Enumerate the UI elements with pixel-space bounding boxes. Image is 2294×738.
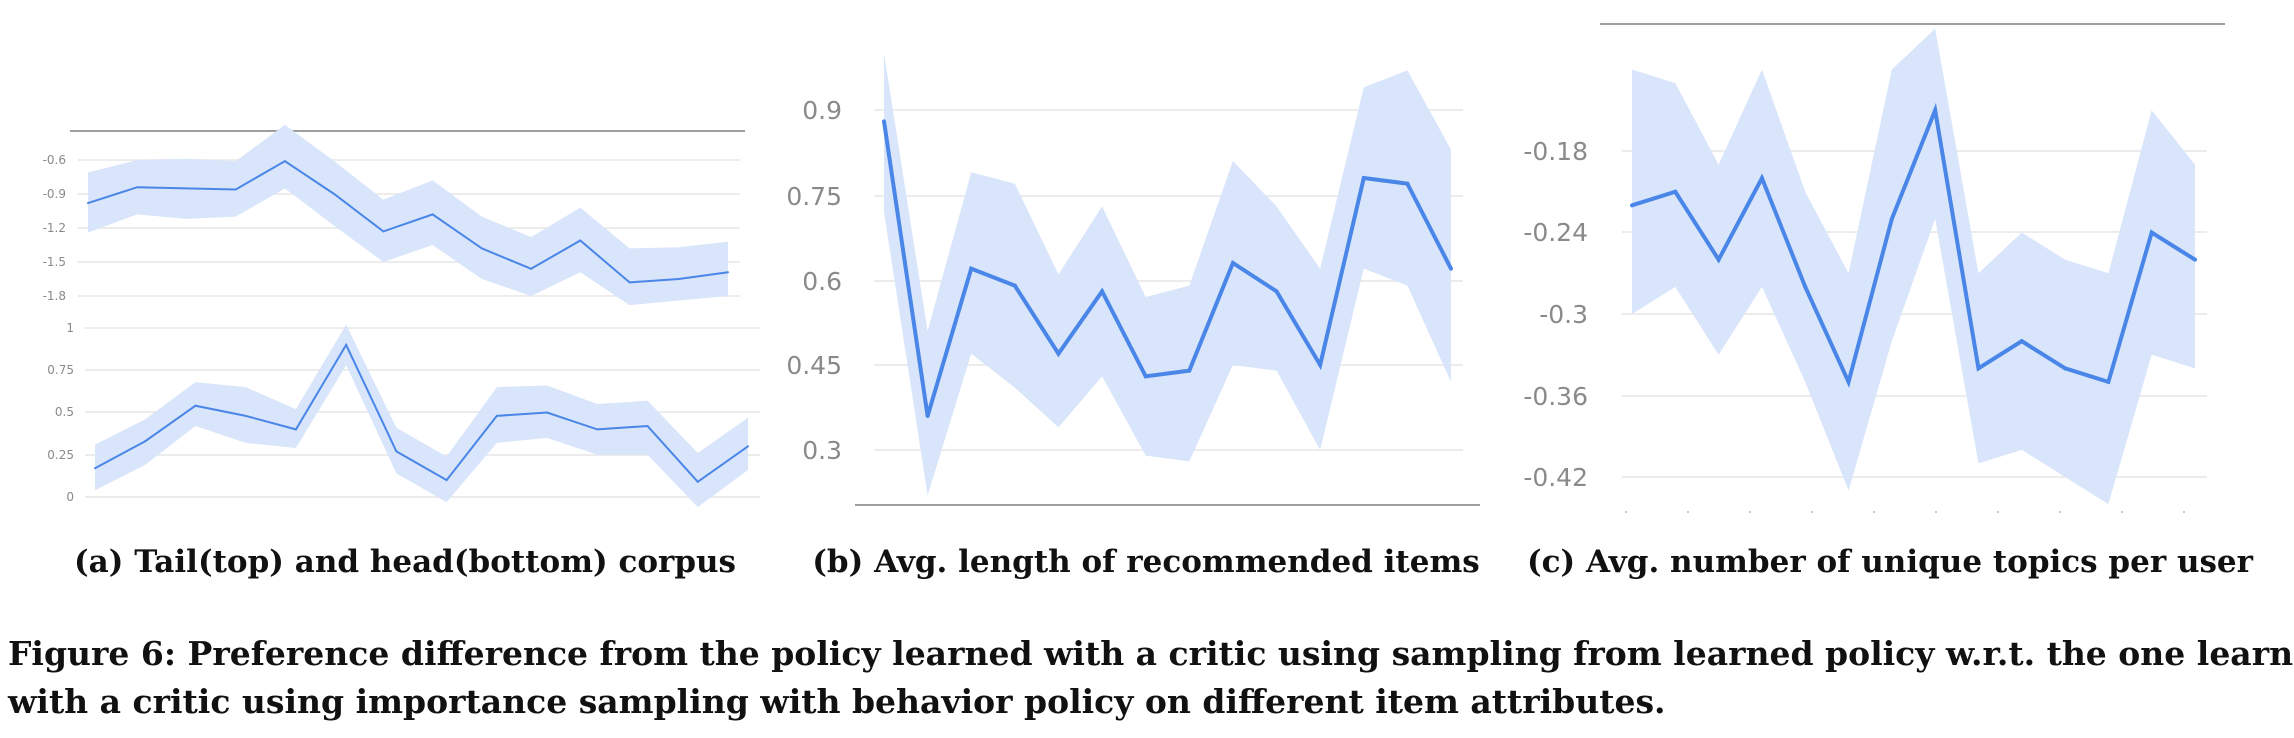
panel-a-bottom: 1 0.75 0.5 0.25 0 — [47, 321, 760, 508]
data-point-c-1 — [1673, 189, 1678, 194]
panel-b-caption: (b) Avg. length of recommended items — [812, 544, 1479, 580]
tick-label-a-bottom-1: 0.75 — [47, 363, 74, 377]
panel-c: -0.18 -0.24 -0.3 -0.36 -0.42 — [1523, 28, 2207, 505]
data-point-a-top-8 — [480, 247, 483, 250]
data-point-c-11 — [2106, 379, 2111, 384]
data-point-a-bottom-6 — [395, 450, 398, 453]
tick-label-a-top-4: -1.8 — [43, 289, 66, 303]
series-line-b — [882, 121, 1453, 417]
data-point-b-2 — [969, 266, 974, 271]
data-point-a-top-4 — [283, 160, 286, 163]
data-point-a-top-0 — [87, 202, 89, 205]
tick-label-c-3: -0.36 — [1523, 382, 1588, 411]
data-point-c-5 — [1846, 379, 1851, 384]
tick-label-b-2: 0.6 — [802, 267, 842, 296]
data-point-a-bottom-2 — [194, 404, 197, 407]
data-point-b-5 — [1100, 289, 1105, 294]
data-point-a-bottom-11 — [646, 425, 649, 428]
tick-label-b-4: 0.3 — [802, 436, 842, 465]
data-point-b-1 — [925, 414, 930, 418]
series-line-a-top — [87, 159, 729, 284]
data-point-a-bottom-1 — [144, 440, 147, 443]
tick-label-a-top-2: -1.2 — [43, 221, 66, 235]
figure-caption-line-2: with a critic using importance sampling … — [8, 682, 1666, 721]
data-point-c-6 — [1889, 216, 1894, 221]
data-point-c-13 — [2193, 257, 2197, 262]
data-point-b-9 — [1274, 289, 1279, 294]
data-point-a-bottom-13 — [747, 445, 749, 448]
data-point-a-top-9 — [530, 267, 533, 270]
data-point-b-7 — [1187, 368, 1192, 373]
tick-label-a-bottom-0: 1 — [66, 321, 74, 335]
data-point-b-10 — [1318, 363, 1323, 367]
data-point-b-0 — [882, 119, 886, 124]
tick-label-a-bottom-3: 0.25 — [47, 448, 74, 462]
data-point-c-0 — [1630, 203, 1634, 208]
data-point-a-bottom-9 — [546, 411, 549, 414]
tick-label-c-2: -0.3 — [1539, 300, 1588, 329]
data-point-a-top-1 — [136, 186, 139, 189]
data-point-a-top-11 — [628, 281, 631, 284]
tick-label-c-4: -0.42 — [1523, 463, 1588, 492]
data-point-b-13 — [1449, 266, 1453, 271]
data-point-c-4 — [1803, 284, 1808, 289]
data-point-a-top-5 — [333, 193, 336, 195]
data-point-a-bottom-8 — [495, 414, 498, 417]
series-line-c — [1631, 102, 2197, 388]
data-point-c-10 — [2063, 366, 2068, 371]
data-point-a-bottom-10 — [596, 428, 599, 431]
data-point-b-11 — [1361, 176, 1366, 180]
data-point-a-bottom-7 — [445, 479, 448, 482]
data-point-a-top-12 — [677, 278, 680, 280]
data-point-a-top-10 — [579, 239, 582, 242]
data-point-a-bottom-12 — [696, 480, 699, 483]
confidence-band-b — [884, 53, 1451, 496]
tick-label-b-3: 0.45 — [786, 351, 842, 380]
data-point-c-7 — [1933, 108, 1938, 113]
tick-label-a-top-0: -0.6 — [43, 153, 66, 167]
data-point-a-bottom-3 — [244, 414, 247, 417]
series-line-a-bottom — [94, 342, 749, 484]
data-point-c-9 — [2019, 339, 2024, 344]
tick-label-a-top-3: -1.5 — [43, 255, 66, 269]
panel-c-caption: (c) Avg. number of unique topics per use… — [1527, 544, 2254, 580]
data-point-c-3 — [1759, 176, 1764, 181]
data-point-a-top-13 — [727, 271, 729, 274]
data-point-a-bottom-0 — [94, 467, 96, 470]
tick-label-a-top-1: -0.9 — [43, 187, 66, 201]
data-point-a-top-6 — [382, 230, 385, 233]
panel-a-top: -0.6 -0.9 -1.2 -1.5 -1.8 — [43, 124, 740, 306]
panel-b: 0.9 0.75 0.6 0.45 0.3 — [786, 53, 1463, 496]
tick-label-b-0: 0.9 — [802, 96, 842, 125]
confidence-band-a-bottom — [95, 324, 748, 508]
data-point-c-8 — [1976, 366, 1981, 371]
tick-label-a-bottom-2: 0.5 — [55, 405, 74, 419]
data-point-a-top-2 — [185, 187, 188, 190]
data-point-a-top-7 — [431, 213, 434, 216]
data-point-b-3 — [1012, 283, 1017, 288]
data-point-a-bottom-4 — [294, 428, 297, 431]
figure-canvas: -0.6 -0.9 -1.2 -1.5 -1.8 1 0.75 0.5 0.25 0 0.9 0.75… — [43, 23, 2254, 580]
data-point-a-bottom-5 — [345, 343, 348, 346]
tick-label-a-bottom-4: 0 — [66, 490, 74, 504]
data-point-b-12 — [1405, 181, 1410, 186]
data-point-b-8 — [1230, 261, 1235, 265]
panel-a-caption: (a) Tail(top) and head(bottom) corpus — [74, 544, 736, 580]
tick-label-c-0: -0.18 — [1523, 137, 1588, 166]
figure-caption: Figure 6: Preference difference from the… — [8, 630, 2294, 726]
data-point-a-top-3 — [234, 188, 237, 191]
confidence-band-c — [1632, 28, 2195, 505]
data-point-b-6 — [1143, 374, 1148, 379]
data-point-c-2 — [1716, 257, 1721, 262]
figure-caption-line-1: Figure 6: Preference difference from the… — [8, 634, 2294, 673]
confidence-band-a-top — [88, 124, 728, 306]
data-point-c-12 — [2149, 230, 2154, 235]
plot-layer: -0.6 -0.9 -1.2 -1.5 -1.8 1 0.75 0.5 0.25 0 0.9 0.75… — [43, 28, 2207, 508]
tick-label-b-1: 0.75 — [786, 182, 842, 211]
tick-label-c-1: -0.24 — [1523, 218, 1588, 247]
data-point-b-4 — [1056, 351, 1061, 356]
